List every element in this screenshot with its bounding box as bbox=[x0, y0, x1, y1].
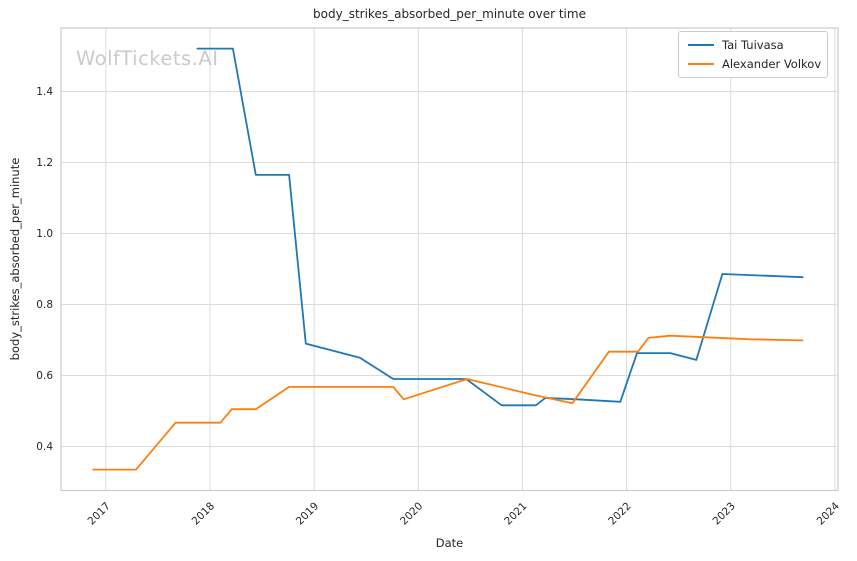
x-tick-label: 2020 bbox=[398, 500, 425, 527]
y-axis-label: body_strikes_absorbed_per_minute bbox=[8, 157, 22, 361]
y-tick-label: 0.6 bbox=[36, 370, 53, 382]
legend-label: Tai Tuivasa bbox=[722, 38, 784, 52]
legend-item-tai-tuivasa: Tai Tuivasa bbox=[688, 37, 818, 53]
x-tick-label: 2021 bbox=[502, 500, 529, 527]
y-tick-label: 1.2 bbox=[36, 157, 53, 169]
series-line-0 bbox=[196, 47, 804, 407]
tick-labels: 0.4 0.6 0.8 1.0 1.2 1.4 2017 2018 2019 2020 2021 20… bbox=[36, 86, 842, 527]
x-axis-label: Date bbox=[435, 536, 464, 550]
series-line-1 bbox=[92, 334, 804, 471]
x-tick-label: 2024 bbox=[815, 500, 843, 528]
chart-title: body_strikes_absorbed_per_minute over ti… bbox=[313, 7, 586, 21]
x-tick-label: 2022 bbox=[606, 500, 633, 527]
y-tick-label: 1.4 bbox=[36, 86, 53, 98]
x-tick-label: 2023 bbox=[710, 500, 737, 527]
legend-item-alexander-volkov: Alexander Volkov bbox=[688, 56, 822, 72]
legend-box: Tai Tuivasa Alexander Volkov bbox=[678, 31, 828, 78]
legend-label: Alexander Volkov bbox=[722, 57, 822, 71]
x-tick-label: 2018 bbox=[190, 500, 217, 527]
y-tick-label: 0.4 bbox=[36, 441, 53, 453]
x-tick-label: 2017 bbox=[86, 500, 113, 527]
legend-line-swatch-blue bbox=[688, 44, 714, 46]
grid-lines bbox=[61, 28, 838, 491]
legend-line-swatch-orange bbox=[688, 63, 714, 65]
plot-frame bbox=[60, 27, 839, 492]
watermark-text: WolfTickets.AI bbox=[76, 47, 219, 70]
y-tick-label: 0.8 bbox=[36, 299, 53, 311]
y-tick-label: 1.0 bbox=[36, 228, 53, 240]
x-tick-label: 2019 bbox=[294, 500, 321, 527]
